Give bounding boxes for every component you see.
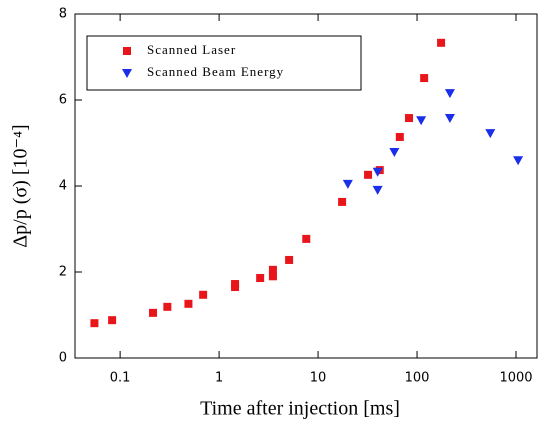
point (389, 148, 400, 158)
y-tick-label: 8 (59, 7, 67, 22)
point (285, 255, 294, 264)
x-tick-label: 100 (405, 371, 430, 386)
point (372, 167, 383, 177)
point (513, 156, 524, 166)
point (231, 280, 240, 289)
point (395, 132, 404, 141)
point (302, 234, 311, 243)
point (268, 272, 277, 281)
point (268, 265, 277, 274)
point (364, 170, 373, 179)
point (163, 302, 172, 311)
point (256, 274, 265, 283)
y-tick-label: 6 (59, 93, 67, 108)
x-axis-label: Time after injection [ms] (200, 398, 400, 420)
point (342, 179, 353, 189)
point (405, 114, 414, 123)
point (184, 299, 193, 308)
point (338, 197, 347, 206)
y-tick-label: 0 (59, 351, 67, 366)
x-tick-label: 1 (215, 371, 223, 386)
y-axis-label: Δp/p (σ) [10⁻⁴] (10, 124, 32, 247)
legend-marker (122, 69, 132, 78)
x-tick-label: 10 (310, 371, 327, 386)
point (108, 316, 117, 325)
x-tick-label: 0.1 (110, 371, 131, 386)
point (437, 38, 446, 47)
point (416, 116, 427, 126)
point (444, 89, 455, 99)
point (90, 319, 99, 328)
legend-box (86, 35, 362, 91)
point (485, 129, 496, 139)
point (372, 185, 383, 195)
y-tick-label: 4 (59, 179, 67, 194)
legend-label: Scanned Beam Energy (147, 64, 284, 79)
point (199, 290, 208, 299)
point (444, 114, 455, 124)
x-tick-label: 1000 (499, 371, 532, 386)
legend-marker (123, 47, 131, 55)
y-tick-label: 2 (59, 265, 67, 280)
point (420, 74, 429, 83)
legend-label: Scanned Laser (147, 42, 236, 57)
point (149, 308, 158, 317)
